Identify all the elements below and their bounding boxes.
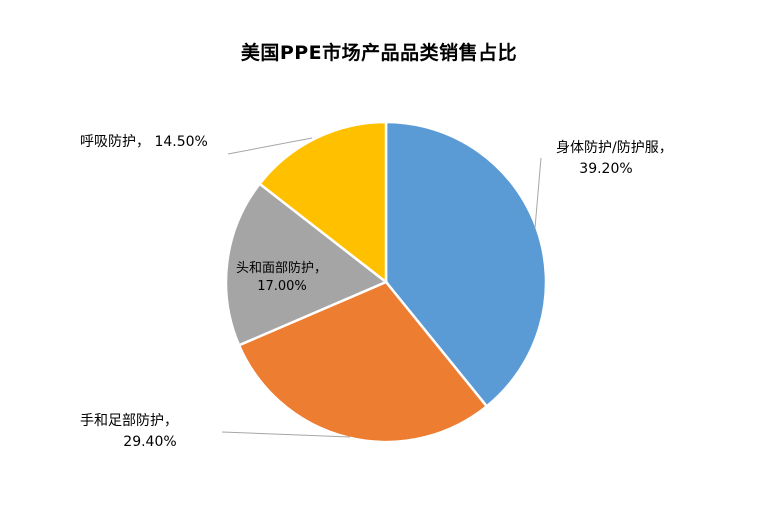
- data-label-3-1: 头和面部防护，: [236, 260, 327, 276]
- leader-line-4: [227, 137, 313, 155]
- leader-line-2: [221, 431, 351, 438]
- data-label-1-1: 身体防护/防护服，: [556, 140, 673, 156]
- pie-slice-1: [384, 120, 548, 409]
- chart-title: 美国PPE市场产品品类销售占比: [240, 42, 518, 64]
- pie-slice-3: [224, 182, 389, 347]
- data-label-2-2: 29.40%: [123, 434, 176, 450]
- data-label-2-1: 手和足部防护，: [80, 413, 178, 429]
- pie-slice-4: [257, 120, 388, 285]
- data-label-3-2: 17.00%: [257, 279, 307, 294]
- data-label-4-1: 呼吸防护， 14.50%: [80, 134, 208, 150]
- leader-line-1: [534, 157, 542, 229]
- data-label-1-2: 39.20%: [579, 161, 632, 177]
